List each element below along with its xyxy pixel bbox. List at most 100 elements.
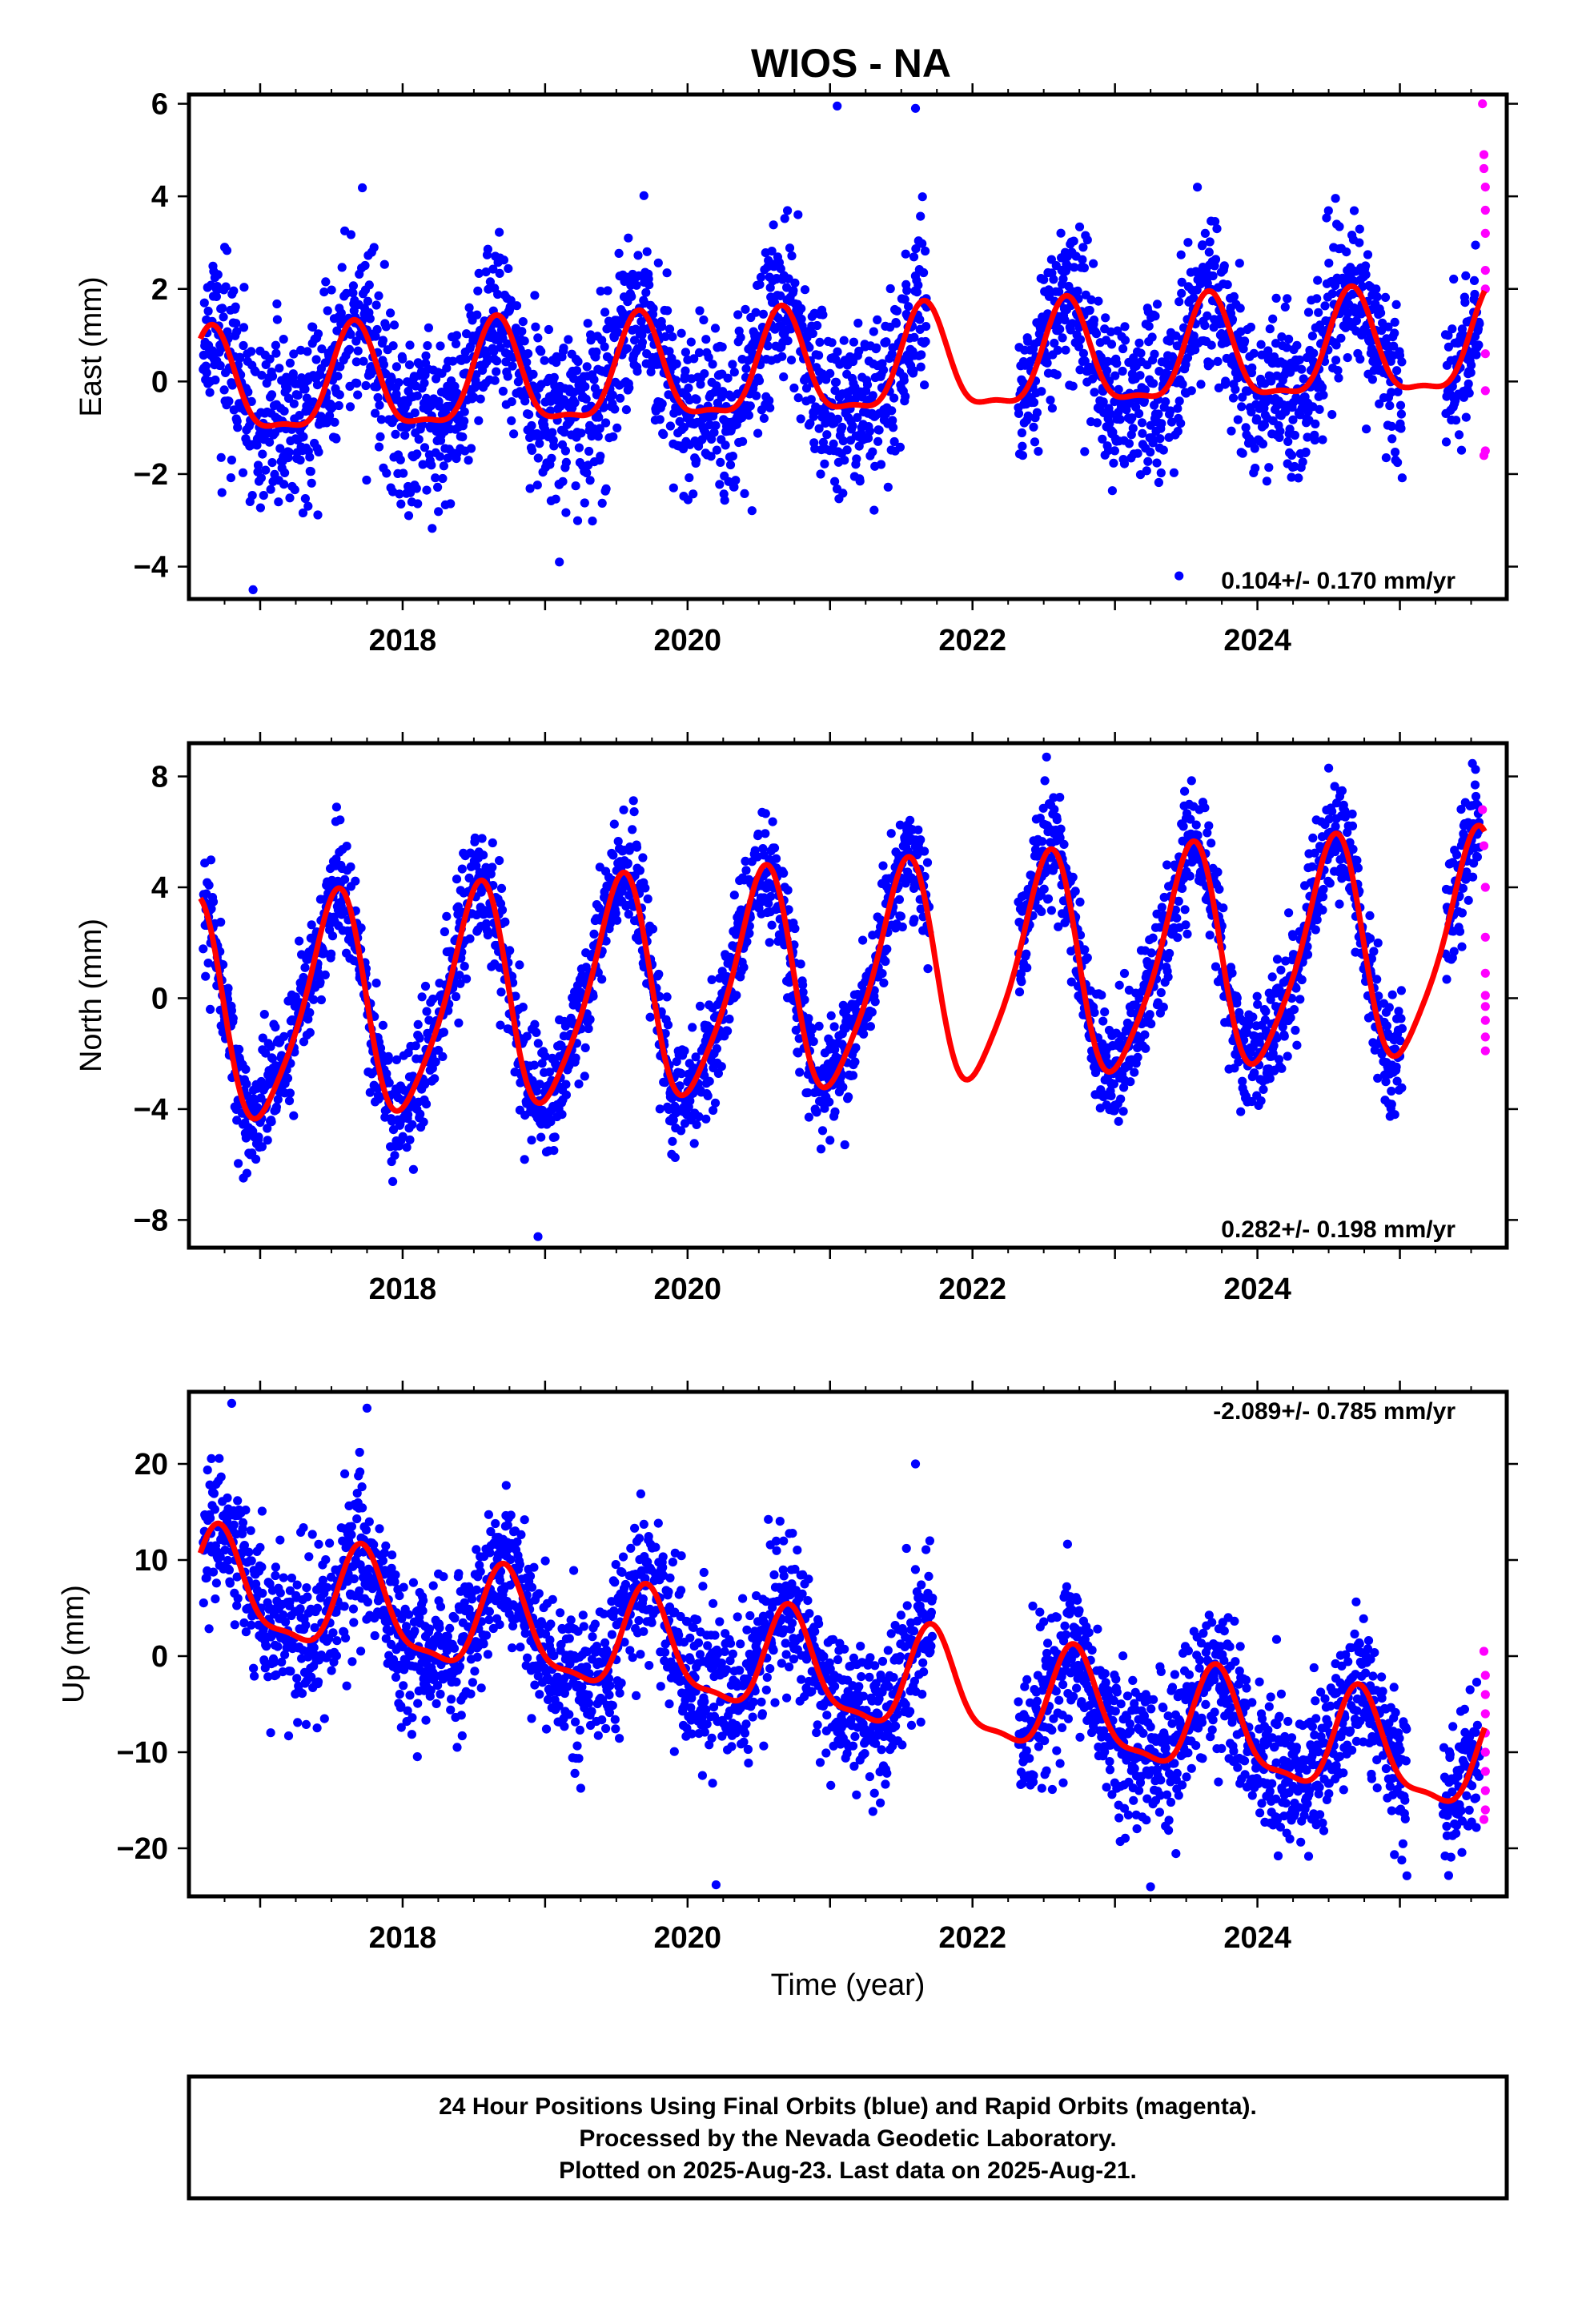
final-orbit-point (624, 910, 633, 919)
final-orbit-point (1227, 426, 1236, 436)
final-orbit-point (1126, 1077, 1135, 1087)
final-orbit-point (744, 411, 754, 420)
final-orbit-point (639, 191, 648, 200)
final-orbit-point (1355, 224, 1364, 234)
final-orbit-point (732, 991, 741, 1000)
final-orbit-point (685, 473, 694, 483)
final-orbit-point (342, 842, 351, 851)
final-orbit-point (434, 1045, 444, 1055)
final-orbit-point (669, 483, 678, 493)
final-orbit-point (768, 817, 777, 826)
final-orbit-point (211, 292, 221, 301)
final-orbit-point (870, 997, 880, 1007)
final-orbit-point (797, 321, 807, 331)
final-orbit-point (677, 1069, 686, 1079)
final-orbit-point (584, 446, 594, 456)
final-orbit-point (1349, 206, 1359, 215)
final-orbit-point (905, 815, 915, 825)
final-orbit-point (331, 854, 341, 864)
final-orbit-point (1133, 1052, 1142, 1062)
final-orbit-point (783, 336, 793, 346)
final-orbit-point (506, 296, 516, 305)
final-orbit-point (892, 306, 902, 316)
final-orbit-point (313, 329, 323, 339)
final-orbit-point (889, 393, 899, 403)
final-orbit-point (477, 834, 487, 843)
final-orbit-point (1112, 359, 1122, 368)
final-orbit-point (632, 842, 642, 852)
final-orbit-point (439, 461, 449, 471)
final-orbit-point (589, 375, 599, 384)
final-orbit-point (1058, 274, 1068, 283)
final-orbit-point (850, 1057, 860, 1067)
final-orbit-point (1334, 373, 1343, 383)
final-orbit-point (327, 285, 336, 295)
final-orbit-point (1310, 435, 1319, 445)
final-orbit-point (640, 883, 650, 893)
final-orbit-point (1177, 288, 1186, 298)
final-orbit-point (709, 428, 719, 437)
final-orbit-point (571, 481, 580, 491)
final-orbit-point (922, 858, 933, 867)
final-orbit-point (1207, 340, 1216, 350)
final-orbit-point (375, 400, 384, 410)
final-orbit-point (1170, 905, 1180, 915)
final-orbit-point (333, 372, 343, 381)
final-orbit-point (507, 416, 516, 426)
rapid-orbit-point (1480, 266, 1490, 275)
final-orbit-point (1050, 338, 1059, 348)
final-orbit-point (319, 287, 329, 297)
final-orbit-point (423, 341, 432, 351)
final-orbit-point (1085, 305, 1094, 316)
final-orbit-point (820, 459, 829, 468)
final-orbit-point (1469, 275, 1480, 285)
final-orbit-point (496, 1020, 505, 1030)
final-orbit-point (1037, 907, 1046, 916)
final-orbit-point (878, 365, 889, 375)
final-orbit-point (1362, 424, 1371, 434)
final-orbit-point (544, 324, 554, 335)
final-orbit-point (504, 263, 513, 273)
final-orbit-point (1056, 228, 1066, 238)
final-orbit-point (822, 430, 832, 440)
final-orbit-point (712, 1043, 722, 1054)
final-orbit-point (261, 465, 271, 475)
final-orbit-point (290, 485, 299, 495)
final-orbit-point (306, 467, 315, 476)
final-orbit-point (851, 1043, 861, 1052)
final-orbit-point (725, 460, 736, 470)
final-orbit-point (827, 338, 837, 348)
final-orbit-point (223, 327, 232, 336)
final-orbit-point (363, 296, 372, 306)
final-orbit-point (551, 494, 560, 504)
final-orbit-point (694, 1112, 704, 1121)
final-orbit-point (1049, 275, 1058, 284)
final-orbit-point (483, 931, 493, 940)
final-orbit-point (305, 452, 315, 462)
final-orbit-point (715, 480, 725, 489)
final-orbit-point (346, 230, 355, 239)
final-orbit-point (1174, 896, 1183, 906)
final-orbit-point (776, 264, 785, 274)
final-orbit-point (518, 1003, 528, 1012)
final-orbit-point (1154, 477, 1163, 488)
final-orbit-point (1163, 972, 1173, 982)
final-orbit-point (1182, 929, 1192, 939)
final-orbit-point (1017, 977, 1026, 987)
final-orbit-point (713, 1068, 724, 1078)
final-orbit-point (335, 390, 344, 400)
final-orbit-point (879, 978, 889, 987)
final-orbit-point (1389, 341, 1399, 351)
final-orbit-point (657, 399, 667, 408)
final-orbit-point (267, 458, 277, 468)
final-orbit-point (331, 434, 341, 444)
final-orbit-point (663, 306, 673, 316)
final-orbit-point (839, 336, 849, 345)
final-orbit-point (825, 1097, 834, 1107)
final-orbit-point (814, 351, 824, 360)
final-orbit-point (498, 386, 508, 396)
final-orbit-point (603, 286, 612, 296)
final-orbit-point (1146, 420, 1155, 430)
final-orbit-point (451, 339, 461, 348)
final-orbit-point (830, 1107, 840, 1116)
